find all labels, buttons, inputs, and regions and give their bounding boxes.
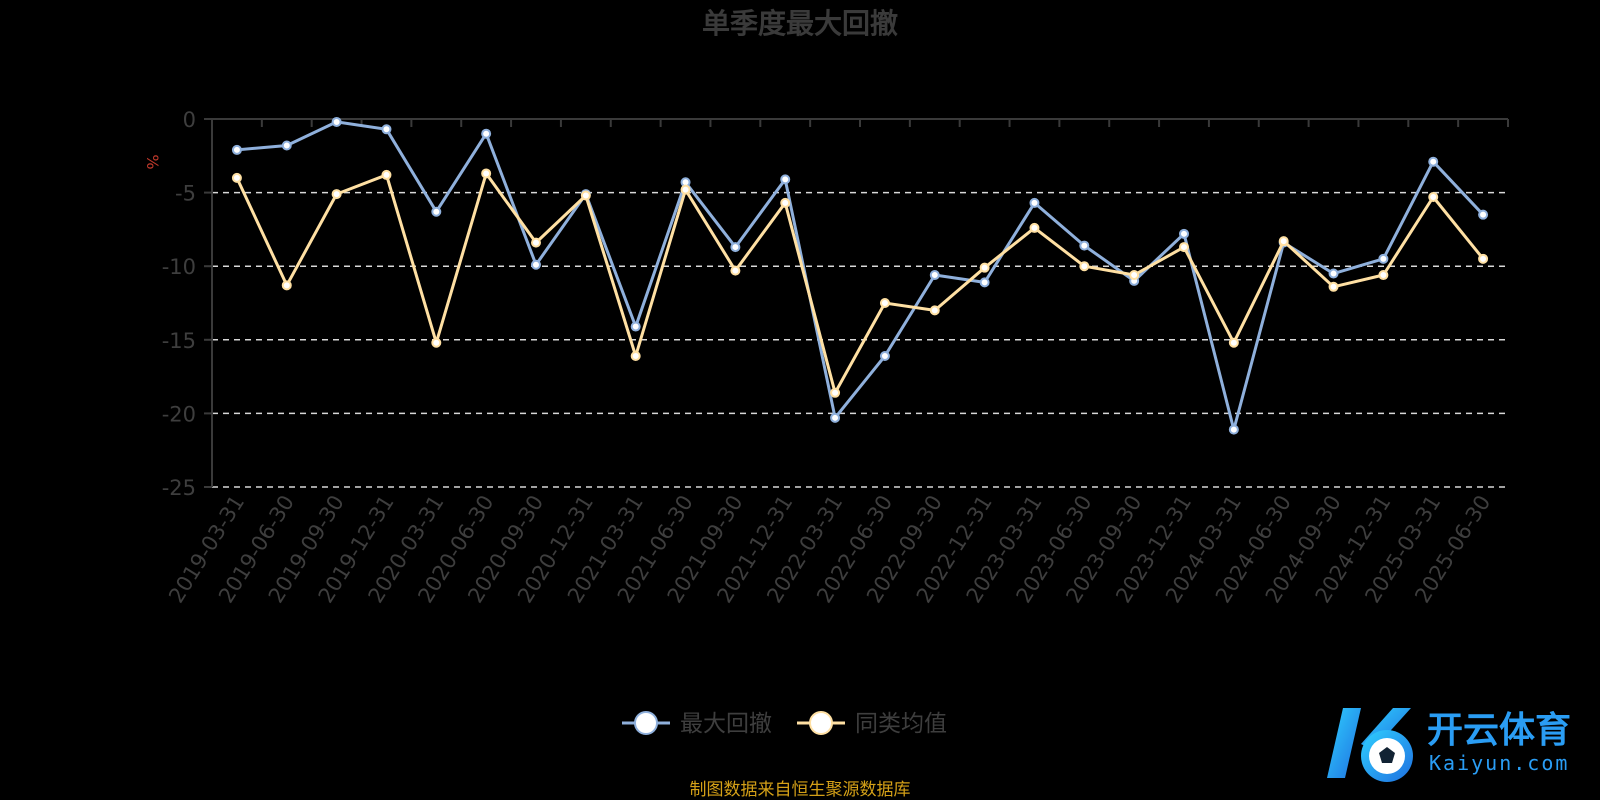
data-point (331, 189, 342, 200)
data-point (1478, 209, 1489, 220)
data-point (1129, 270, 1140, 281)
data-point (929, 305, 940, 316)
y-tick-label: -20 (162, 402, 196, 426)
data-point (879, 350, 890, 361)
data-point (431, 337, 442, 348)
logo-brand-text: 开云体育 (1427, 710, 1571, 751)
data-point (381, 124, 392, 135)
data-point (730, 265, 741, 276)
chart-title: 单季度最大回撤 (702, 7, 898, 40)
data-point (1328, 281, 1339, 292)
data-point (381, 169, 392, 180)
data-point (1179, 242, 1189, 253)
data-point (231, 144, 242, 155)
series-line-1 (235, 172, 1485, 395)
y-tick-label: -10 (162, 255, 196, 279)
series-group (231, 116, 1489, 435)
y-tick-label: -15 (162, 329, 196, 353)
legend[interactable]: 最大回撤 同类均值 (622, 711, 947, 737)
x-tick-labels: 2019-03-312019-06-302019-09-302019-12-31… (164, 491, 1495, 607)
kaiyun-logo: 开云体育 Kaiyun.com (1327, 708, 1571, 782)
data-point (1228, 337, 1239, 348)
axes (204, 118, 1509, 488)
legend-swatch-marker (809, 711, 833, 735)
data-point (1328, 268, 1339, 279)
data-point (1228, 424, 1239, 435)
data-point (1278, 236, 1289, 247)
source-note: 制图数据来自恒生聚源数据库 (690, 780, 911, 800)
data-point (531, 259, 541, 270)
legend-swatch-marker (634, 711, 658, 735)
data-point (830, 412, 841, 423)
logo-domain-text: Kaiyun.com (1429, 751, 1569, 775)
data-point (929, 270, 940, 281)
data-point (531, 237, 541, 248)
data-point (481, 168, 492, 179)
y-axis-unit: % (143, 154, 162, 169)
data-point (481, 128, 492, 139)
data-point (979, 262, 990, 273)
data-point (830, 387, 841, 398)
data-point (979, 277, 990, 288)
data-point (1378, 270, 1389, 281)
data-point (1029, 222, 1040, 233)
data-point (1378, 253, 1389, 264)
data-point (1428, 156, 1439, 167)
y-tick-label: -5 (175, 182, 196, 206)
data-point (431, 206, 442, 217)
data-point (680, 184, 691, 195)
y-tick-labels: 0 -5 -10 -15 -20 -25 (162, 108, 196, 500)
data-point (580, 190, 591, 201)
data-point (1079, 240, 1090, 251)
data-point (630, 321, 641, 332)
data-point (630, 350, 641, 361)
data-point (1029, 197, 1040, 208)
data-point (1478, 253, 1489, 264)
series-line-0 (236, 120, 1485, 432)
data-point (281, 140, 292, 151)
data-point (1179, 228, 1189, 239)
soccer-ball-pentagon (1379, 747, 1395, 763)
data-point (281, 280, 292, 291)
data-point (231, 172, 242, 183)
data-point (1428, 192, 1439, 203)
data-point (780, 197, 791, 208)
data-point (730, 242, 741, 253)
legend-label: 最大回撤 (680, 711, 772, 737)
legend-label: 同类均值 (855, 711, 947, 737)
logo-k-stem (1327, 708, 1361, 778)
y-tick-label: 0 (183, 108, 196, 132)
gridlines (212, 191, 1508, 488)
data-point (331, 116, 342, 127)
data-point (879, 298, 890, 308)
y-tick-label: -25 (162, 476, 196, 500)
data-point (780, 174, 791, 185)
data-point (1079, 261, 1090, 272)
